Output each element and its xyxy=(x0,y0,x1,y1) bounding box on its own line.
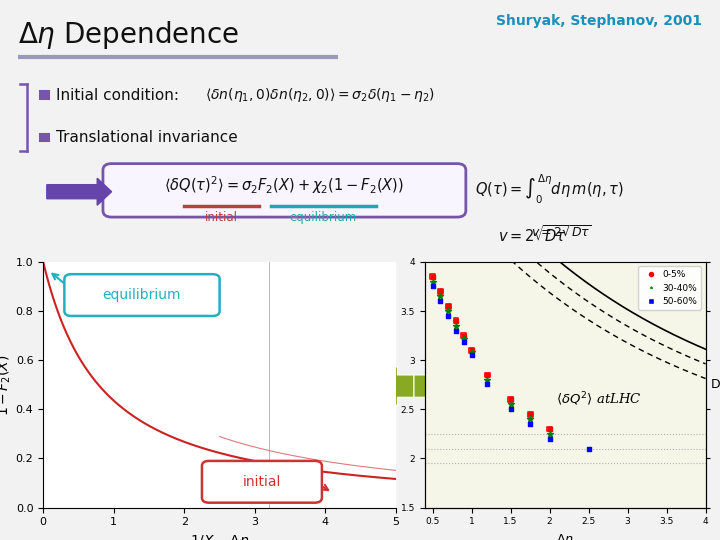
FancyBboxPatch shape xyxy=(64,274,220,316)
Point xyxy=(466,348,477,356)
Point xyxy=(466,351,477,360)
FancyArrow shape xyxy=(374,366,414,407)
Text: $\Delta\eta$ Dependence: $\Delta\eta$ Dependence xyxy=(18,19,239,51)
Point xyxy=(435,297,446,306)
Text: $v = 2\sqrt{D\tau}$: $v = 2\sqrt{D\tau}$ xyxy=(531,225,592,240)
FancyArrow shape xyxy=(414,366,454,407)
Point xyxy=(482,380,493,388)
Point xyxy=(482,370,493,379)
Text: equilibrium: equilibrium xyxy=(289,211,357,224)
Point xyxy=(442,307,454,315)
Text: $v = 2\sqrt{D\tau}$: $v = 2\sqrt{D\tau}$ xyxy=(498,225,568,245)
Text: initial: initial xyxy=(205,211,238,224)
Point xyxy=(505,400,516,409)
Point xyxy=(505,405,516,414)
Point xyxy=(524,415,536,423)
Point xyxy=(450,316,462,325)
Point xyxy=(427,277,438,286)
X-axis label: $1/X \sim \Delta\eta$: $1/X \sim \Delta\eta$ xyxy=(190,533,249,540)
Point xyxy=(427,272,438,281)
Text: $\langle\delta n(\eta_1,0)\delta n(\eta_2,0)\rangle = \sigma_2\delta(\eta_1-\eta: $\langle\delta n(\eta_1,0)\delta n(\eta_… xyxy=(205,86,435,104)
Point xyxy=(427,272,438,281)
Point xyxy=(544,435,555,443)
Text: $\langle\delta Q(\tau)^2\rangle = \sigma_2 F_2(X) + \chi_2(1-F_2(X))$: $\langle\delta Q(\tau)^2\rangle = \sigma… xyxy=(164,174,405,197)
FancyBboxPatch shape xyxy=(103,164,466,217)
Point xyxy=(505,395,516,404)
Point xyxy=(450,326,462,335)
Point xyxy=(482,375,493,384)
FancyBboxPatch shape xyxy=(40,134,49,141)
Point xyxy=(450,321,462,330)
Text: $Q(\tau) = \int_0^{\Delta\eta} d\eta\,m(\eta,\tau)$: $Q(\tau) = \int_0^{\Delta\eta} d\eta\,m(… xyxy=(475,172,624,206)
Text: Shuryak, Stephanov, 2001: Shuryak, Stephanov, 2001 xyxy=(496,14,702,28)
Point xyxy=(544,430,555,438)
Legend: 0-5%, 30-40%, 50-60%: 0-5%, 30-40%, 50-60% xyxy=(638,266,701,309)
Y-axis label: D: D xyxy=(711,378,720,392)
Point xyxy=(458,331,469,340)
Point xyxy=(524,420,536,428)
Point xyxy=(524,410,536,418)
Point xyxy=(505,395,516,404)
Point xyxy=(466,346,477,355)
Point xyxy=(482,370,493,379)
FancyBboxPatch shape xyxy=(40,91,49,99)
Point xyxy=(450,316,462,325)
FancyBboxPatch shape xyxy=(202,461,322,503)
Point xyxy=(544,424,555,433)
Y-axis label: $1 - F_2(X)$: $1 - F_2(X)$ xyxy=(0,354,13,415)
Point xyxy=(442,312,454,320)
Text: equilibrium: equilibrium xyxy=(103,288,181,302)
X-axis label: $\Delta\eta$: $\Delta\eta$ xyxy=(556,532,575,540)
Text: $\langle\delta Q^2\rangle$ atLHC: $\langle\delta Q^2\rangle$ atLHC xyxy=(556,390,642,408)
Point xyxy=(583,444,595,453)
Point xyxy=(442,302,454,310)
Point xyxy=(435,292,446,301)
Point xyxy=(458,331,469,340)
Point xyxy=(442,302,454,310)
Point xyxy=(435,287,446,296)
Polygon shape xyxy=(47,178,112,205)
Point xyxy=(466,346,477,355)
Point xyxy=(427,282,438,291)
Point xyxy=(458,334,469,343)
Point xyxy=(524,410,536,418)
Text: Translational invariance: Translational invariance xyxy=(56,130,238,145)
Point xyxy=(435,287,446,296)
Text: initial: initial xyxy=(243,475,281,489)
Text: Initial condition:: Initial condition: xyxy=(56,87,179,103)
Point xyxy=(544,424,555,433)
Point xyxy=(458,338,469,347)
